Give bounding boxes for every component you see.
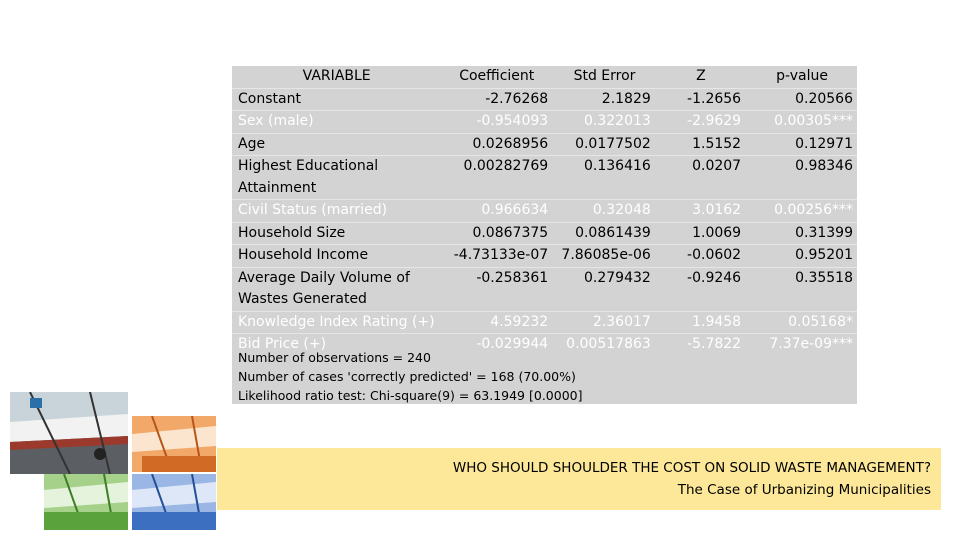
table-row: Civil Status (married) 0.966634 0.32048 3.0… — [232, 199, 857, 223]
photo-green — [44, 474, 128, 530]
p-value-cell: 7.37e-09*** — [769, 336, 853, 352]
p-value-cell: 0.00256*** — [745, 199, 857, 223]
z-cell: -5.7822 — [687, 336, 742, 352]
table-row: Highest Educational Attainment 0.00282769… — [232, 155, 857, 200]
std-error-cell: 0.0861439 — [552, 222, 655, 245]
note-likelihood-ratio: Likelihood ratio test: Chi-square(9) = 6… — [238, 388, 583, 403]
regression-table-panel: VARIABLE Coefficient Std Error Z p-value… — [232, 66, 857, 404]
note-correctly-predicted: Number of cases 'correctly predicted' = … — [238, 369, 576, 384]
banner-title: WHO SHOULD SHOULDER THE COST ON SOLID WA… — [452, 460, 931, 476]
orange-photo-icon — [132, 416, 216, 472]
variable-cell: Sex (male) — [232, 110, 440, 134]
boat-photo-icon — [10, 392, 128, 474]
photo-orange — [132, 416, 216, 472]
coefficient-cell: 0.966634 — [439, 199, 553, 223]
std-error-cell: 0.32048 — [552, 199, 655, 223]
z-cell: 0.0207 — [654, 155, 746, 200]
p-value-cell: 0.00305*** — [745, 110, 857, 134]
table-row: Sex (male) -0.954093 0.322013 -2.9629 0.0030… — [232, 110, 857, 134]
table-row: Bid Price (+) -0.029944 0.00517863 -5.7822 7… — [232, 334, 857, 356]
coefficient-cell: -0.954093 — [439, 110, 553, 134]
coefficient-cell: -2.76268 — [439, 88, 553, 111]
blue-photo-icon — [132, 474, 216, 530]
table-row: Average Daily Volume of Wastes Generated… — [232, 267, 857, 312]
variable-cell: Constant — [232, 88, 440, 111]
p-value-cell: 0.35518 — [745, 267, 857, 312]
std-error-cell: 0.0177502 — [552, 133, 655, 156]
green-photo-icon — [44, 474, 128, 530]
coefficient-cell: -4.73133e-07 — [439, 244, 553, 268]
p-value-cell: 0.20566 — [745, 88, 857, 111]
z-cell: -1.2656 — [654, 88, 746, 111]
z-cell: -0.9246 — [654, 267, 746, 312]
header-variable: VARIABLE — [232, 66, 440, 89]
header-z: Z — [654, 66, 746, 89]
std-error-cell: 2.36017 — [552, 311, 655, 334]
table-row: Household Income -4.73133e-07 7.86085e-06-… — [232, 244, 857, 268]
p-value-cell: 0.98346 — [745, 155, 857, 200]
std-error-cell: 7.86085e-06 — [552, 244, 655, 268]
variable-cell: Civil Status (married) — [232, 199, 440, 223]
table-row: Knowledge Index Rating (+) 4.59232 2.36017… — [232, 311, 857, 334]
model-notes: Number of observations = 240 Number of c… — [238, 348, 582, 405]
z-cell: -2.9629 — [654, 110, 746, 134]
std-error-cell: 0.279432 — [552, 267, 655, 312]
z-cell: 1.5152 — [654, 133, 746, 156]
z-cell: 1.9458 — [654, 311, 746, 334]
p-value-cell: 0.31399 — [745, 222, 857, 245]
coefficient-cell: -0.258361 — [439, 267, 553, 312]
std-error-cell: 2.1829 — [552, 88, 655, 111]
p-value-cell: 0.95201 — [745, 244, 857, 268]
variable-cell: Bid Price (+) — [238, 336, 327, 352]
variable-cell: Age — [232, 133, 440, 156]
coefficient-cell: -0.029944 — [476, 336, 549, 352]
variable-cell: Knowledge Index Rating (+) — [232, 311, 440, 334]
std-error-cell: 0.136416 — [552, 155, 655, 200]
table-header-row: VARIABLE Coefficient Std Error Z p-value — [232, 66, 857, 89]
header-p-value: p-value — [745, 66, 857, 89]
std-error-cell: 0.322013 — [552, 110, 655, 134]
header-coefficient: Coefficient — [439, 66, 553, 89]
z-cell: -0.0602 — [654, 244, 746, 268]
variable-cell: Household Size — [232, 222, 440, 245]
coefficient-cell: 4.59232 — [439, 311, 553, 334]
table-row: Age 0.0268956 0.0177502 1.5152 0.12971 — [232, 133, 857, 156]
z-cell: 3.0162 — [654, 199, 746, 223]
regression-table: VARIABLE Coefficient Std Error Z p-value… — [232, 66, 857, 356]
photo-blue — [132, 474, 216, 530]
table-row: Constant -2.76268 2.1829 -1.2656 0.20566 — [232, 88, 857, 111]
photo-original — [10, 392, 128, 474]
coefficient-cell: 0.00282769 — [439, 155, 553, 200]
coefficient-cell: 0.0268956 — [439, 133, 553, 156]
z-cell: 1.0069 — [654, 222, 746, 245]
title-banner: WHO SHOULD SHOULDER THE COST ON SOLID WA… — [217, 448, 941, 510]
photo-mosaic — [0, 388, 220, 538]
p-value-cell: 0.12971 — [745, 133, 857, 156]
table-row: Household Size 0.0867375 0.0861439 1.0069 0.… — [232, 222, 857, 245]
variable-cell: Highest Educational Attainment — [232, 155, 440, 200]
variable-cell: Average Daily Volume of Wastes Generated — [232, 267, 440, 312]
variable-cell: Household Income — [232, 244, 440, 268]
banner-subtitle: The Case of Urbanizing Municipalities — [677, 482, 931, 498]
p-value-cell: 0.05168* — [745, 311, 857, 334]
coefficient-cell: 0.0867375 — [439, 222, 553, 245]
note-observations: Number of observations = 240 — [238, 350, 431, 365]
std-error-cell: 0.00517863 — [566, 336, 651, 352]
header-std-error: Std Error — [552, 66, 655, 89]
